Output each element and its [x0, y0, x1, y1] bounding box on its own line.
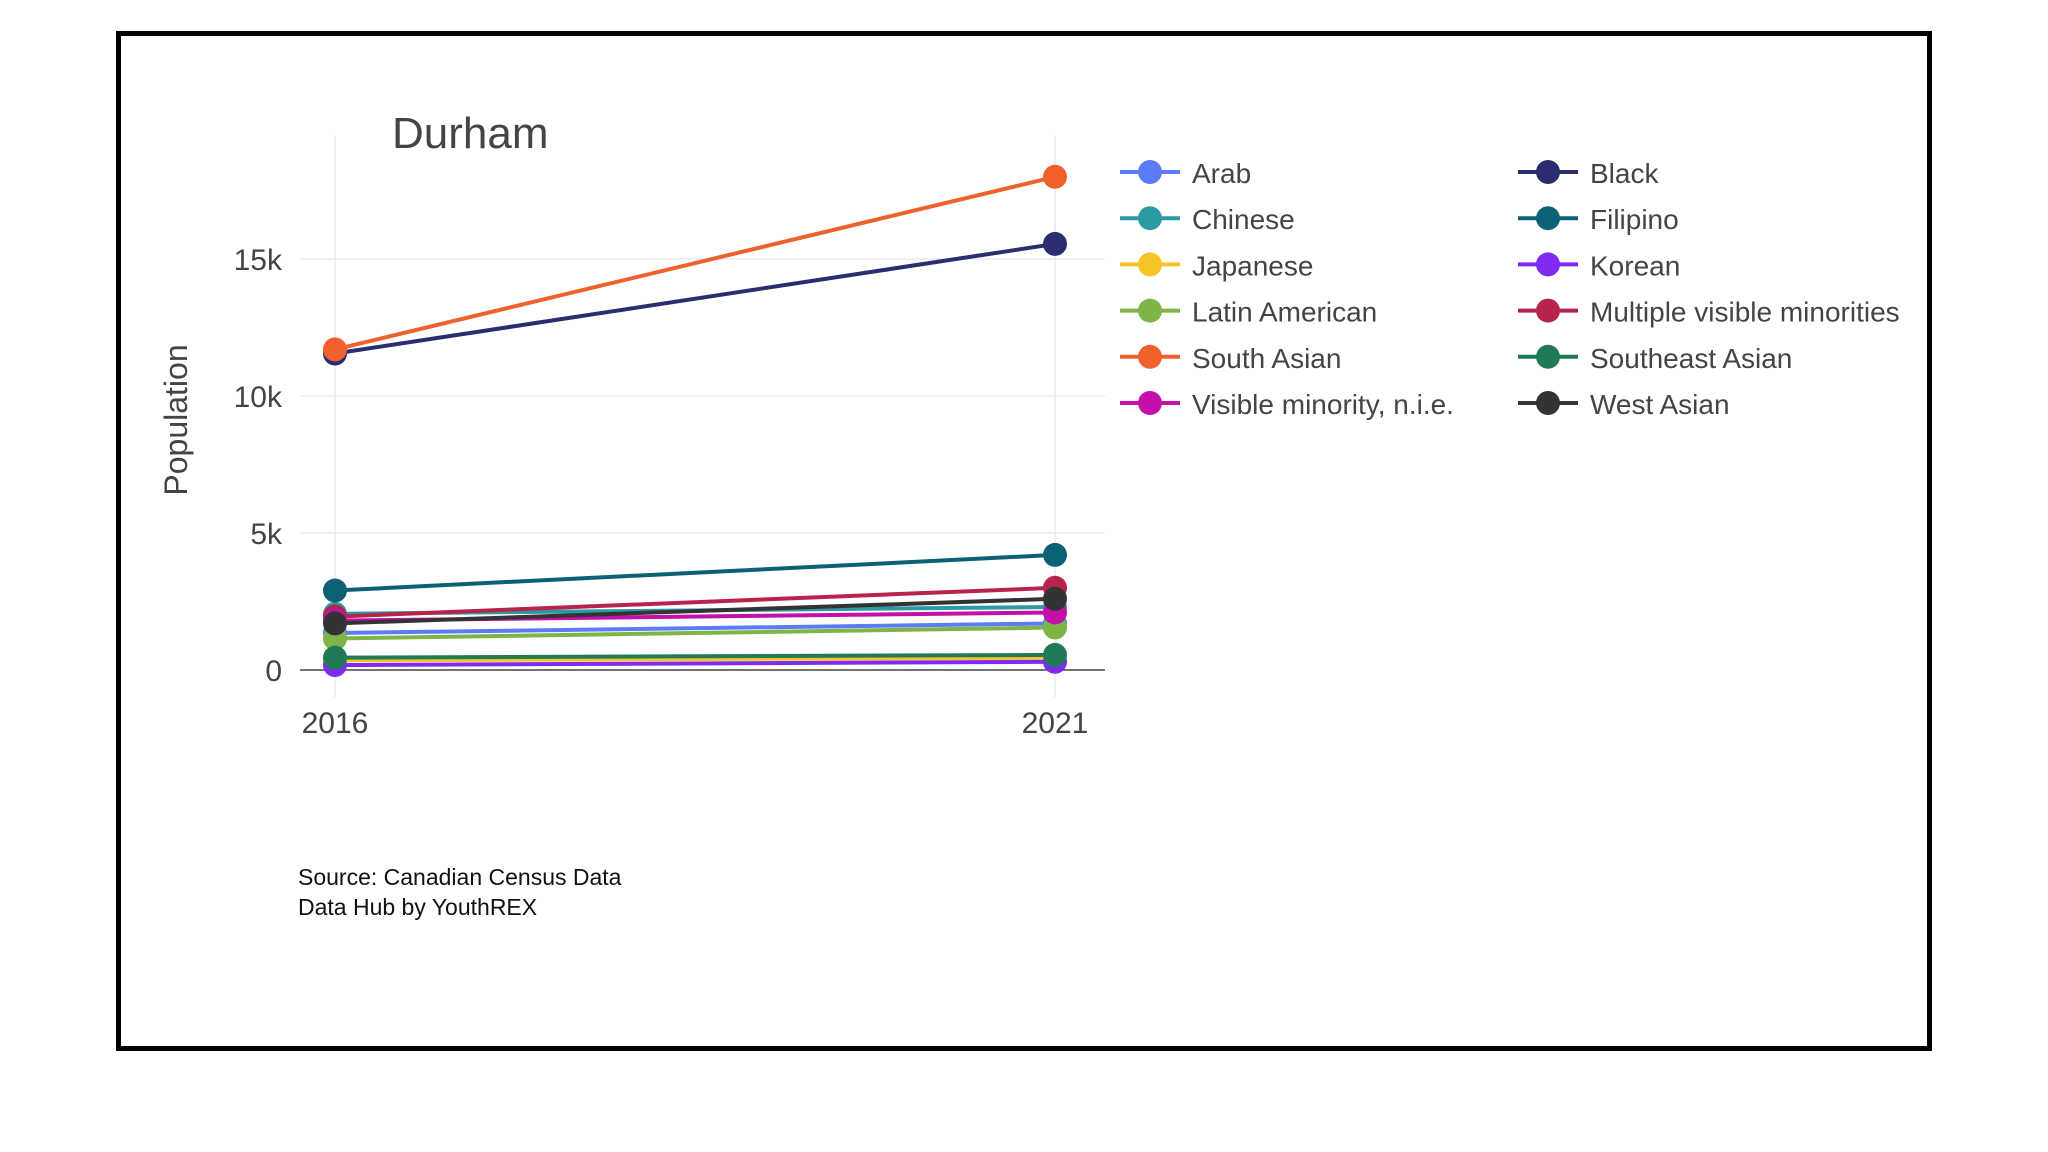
legend-label: Chinese [1192, 204, 1295, 235]
legend-swatch-marker [1536, 252, 1560, 277]
legend-item: Filipino [1518, 204, 1679, 235]
series-line [334, 552, 1056, 593]
legend-swatch-marker [1138, 206, 1162, 231]
legend-item: Korean [1518, 250, 1680, 281]
legend-item: Arab [1120, 158, 1251, 189]
chart-frame [116, 31, 1932, 1051]
series-line [334, 659, 1056, 668]
series-line [334, 174, 1056, 352]
data-point [323, 611, 347, 636]
legend-swatch-marker [1536, 160, 1560, 184]
series-south-asian [323, 164, 1067, 362]
series-line [334, 655, 1056, 663]
legend-item: Black [1518, 158, 1659, 189]
legend-item: Multiple visible minorities [1518, 297, 1900, 328]
legend-item: South Asian [1120, 343, 1341, 374]
x-tick-label: 2021 [1022, 707, 1089, 740]
legend-swatch-marker [1536, 298, 1560, 323]
legend-swatch-marker [1536, 206, 1560, 231]
legend: Arab Black Chinese Filipino Japanese Korean La… [1120, 158, 1900, 420]
legend-item: Visible minority, n.i.e. [1120, 389, 1454, 420]
legend-item: West Asian [1518, 389, 1730, 420]
legend-label: West Asian [1590, 389, 1730, 420]
series-line [334, 652, 1056, 660]
axes: 0 5k 10k 15k 2016 2021 [234, 244, 1105, 740]
x-tick-label: 2016 [302, 707, 369, 740]
y-tick-label: 10k [234, 381, 283, 414]
credit-line: Data Hub by YouthREX [298, 894, 538, 920]
legend-label: Southeast Asian [1590, 343, 1792, 374]
legend-swatch-marker [1138, 298, 1162, 323]
legend-swatch-marker [1138, 252, 1162, 277]
legend-label: Filipino [1590, 204, 1679, 235]
series-filipino [323, 542, 1067, 603]
series-line [334, 585, 1056, 619]
data-point [323, 645, 347, 670]
data-point [1043, 164, 1067, 189]
series-line [334, 625, 1056, 641]
series-west-asian [323, 586, 1067, 636]
source-note: Source: Canadian Census Data Data Hub by… [298, 862, 621, 922]
y-tick-label: 15k [234, 244, 283, 277]
data-point [323, 337, 347, 362]
legend-label: Multiple visible minorities [1590, 297, 1900, 328]
legend-label: Japanese [1192, 250, 1313, 281]
legend-swatch-marker [1138, 391, 1162, 415]
series-line [334, 241, 1056, 356]
source-line: Source: Canadian Census Data [298, 864, 622, 890]
legend-item: Southeast Asian [1518, 343, 1792, 374]
legend-item: Latin American [1120, 297, 1377, 328]
data-point [1043, 231, 1067, 256]
legend-swatch-marker [1536, 391, 1560, 415]
legend-label: Korean [1590, 250, 1680, 281]
series-line [334, 596, 1056, 626]
legend-item: Chinese [1120, 204, 1295, 235]
legend-label: Latin American [1192, 297, 1377, 328]
data-point [1043, 586, 1067, 611]
legend-label: Arab [1192, 158, 1251, 189]
series-lines [323, 164, 1067, 678]
y-tick-label: 5k [250, 518, 283, 551]
legend-label: Visible minority, n.i.e. [1192, 389, 1454, 420]
y-axis-title: Population [158, 344, 194, 495]
series-southeast-asian [323, 642, 1067, 670]
legend-swatch-marker [1138, 160, 1162, 184]
chart-title: Durham [392, 109, 549, 158]
legend-swatch-marker [1138, 344, 1162, 369]
legend-label: Black [1590, 158, 1659, 189]
series-line [334, 621, 1056, 636]
y-tick-label: 0 [265, 655, 282, 688]
legend-item: Japanese [1120, 250, 1313, 281]
legend-label: South Asian [1192, 343, 1341, 374]
legend-swatch-marker [1536, 344, 1560, 369]
data-point [1043, 542, 1067, 567]
data-point [323, 578, 347, 603]
data-point [1043, 642, 1067, 667]
series-black [323, 231, 1067, 366]
